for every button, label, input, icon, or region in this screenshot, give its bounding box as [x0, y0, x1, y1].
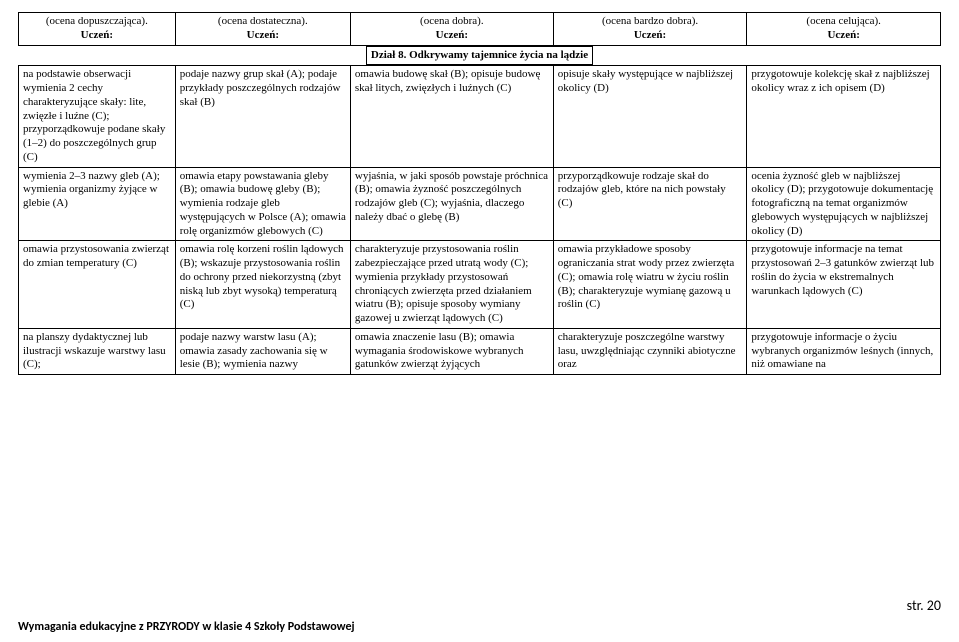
- uczen-label: Uczeń:: [634, 29, 666, 41]
- header-cell-0: (ocena dopuszczająca). Uczeń:: [19, 13, 176, 46]
- cell: wyjaśnia, w jaki sposób powstaje próchni…: [350, 167, 553, 241]
- header-cell-4: (ocena celująca). Uczeń:: [747, 13, 941, 46]
- grade-label: (ocena dostateczna).: [218, 15, 308, 27]
- cell: opisuje skały występujące w najbliższej …: [553, 66, 747, 167]
- cell: omawia rolę korzeni roślin lądowych (B);…: [175, 241, 350, 329]
- header-cell-2: (ocena dobra). Uczeń:: [350, 13, 553, 46]
- uczen-label: Uczeń:: [81, 29, 113, 41]
- cell: omawia znaczenie lasu (B); omawia wymaga…: [350, 328, 553, 374]
- cell: omawia budowę skał (B); opisuje budowę s…: [350, 66, 553, 167]
- cell: omawia przystosowania zwierząt do zmian …: [19, 241, 176, 329]
- cell: ocenia żyzność gleb w najbliższej okolic…: [747, 167, 941, 241]
- cell: przygotowuje informacje o życiu wybranyc…: [747, 328, 941, 374]
- header-cell-3: (ocena bardzo dobra). Uczeń:: [553, 13, 747, 46]
- grade-label: (ocena dopuszczająca).: [46, 15, 148, 27]
- cell: omawia etapy powstawania gleby (B); omaw…: [175, 167, 350, 241]
- header-cell-1: (ocena dostateczna). Uczeń:: [175, 13, 350, 46]
- cell: charakteryzuje przystosowania roślin zab…: [350, 241, 553, 329]
- table-row: omawia przystosowania zwierząt do zmian …: [19, 241, 941, 329]
- uczen-label: Uczeń:: [247, 29, 279, 41]
- grade-label: (ocena bardzo dobra).: [602, 15, 698, 27]
- section-row: Dział 8. Odkrywamy tajemnice życia na lą…: [19, 45, 941, 66]
- criteria-table: (ocena dopuszczająca). Uczeń: (ocena dos…: [18, 12, 941, 375]
- cell: podaje nazwy grup skał (A); podaje przyk…: [175, 66, 350, 167]
- cell: wymienia 2–3 nazwy gleb (A); wymienia or…: [19, 167, 176, 241]
- cell: przygotowuje informacje na temat przysto…: [747, 241, 941, 329]
- cell: przyporządkowuje rodzaje skał do rodzajó…: [553, 167, 747, 241]
- cell: podaje nazwy warstw lasu (A); omawia zas…: [175, 328, 350, 374]
- cell: charakteryzuje poszczególne warstwy lasu…: [553, 328, 747, 374]
- uczen-label: Uczeń:: [827, 29, 859, 41]
- cell: na podstawie obserwacji wymienia 2 cechy…: [19, 66, 176, 167]
- uczen-label: Uczeń:: [436, 29, 468, 41]
- grade-label: (ocena dobra).: [420, 15, 484, 27]
- header-row: (ocena dopuszczająca). Uczeń: (ocena dos…: [19, 13, 941, 46]
- table-row: na planszy dydaktycznej lub ilustracji w…: [19, 328, 941, 374]
- document-title-footer: Wymagania edukacyjne z PRZYRODY w klasie…: [18, 620, 355, 634]
- page-number: str. 20: [907, 597, 941, 614]
- grade-label: (ocena celująca).: [806, 15, 881, 27]
- section-title: Dział 8. Odkrywamy tajemnice życia na lą…: [366, 46, 592, 65]
- cell: omawia przykładowe sposoby ograniczania …: [553, 241, 747, 329]
- section-title-box: Dział 8. Odkrywamy tajemnice życia na lą…: [366, 46, 593, 66]
- cell: przygotowuje kolekcję skał z najbliższej…: [747, 66, 941, 167]
- table-row: wymienia 2–3 nazwy gleb (A); wymienia or…: [19, 167, 941, 241]
- table-row: na podstawie obserwacji wymienia 2 cechy…: [19, 66, 941, 167]
- cell: na planszy dydaktycznej lub ilustracji w…: [19, 328, 176, 374]
